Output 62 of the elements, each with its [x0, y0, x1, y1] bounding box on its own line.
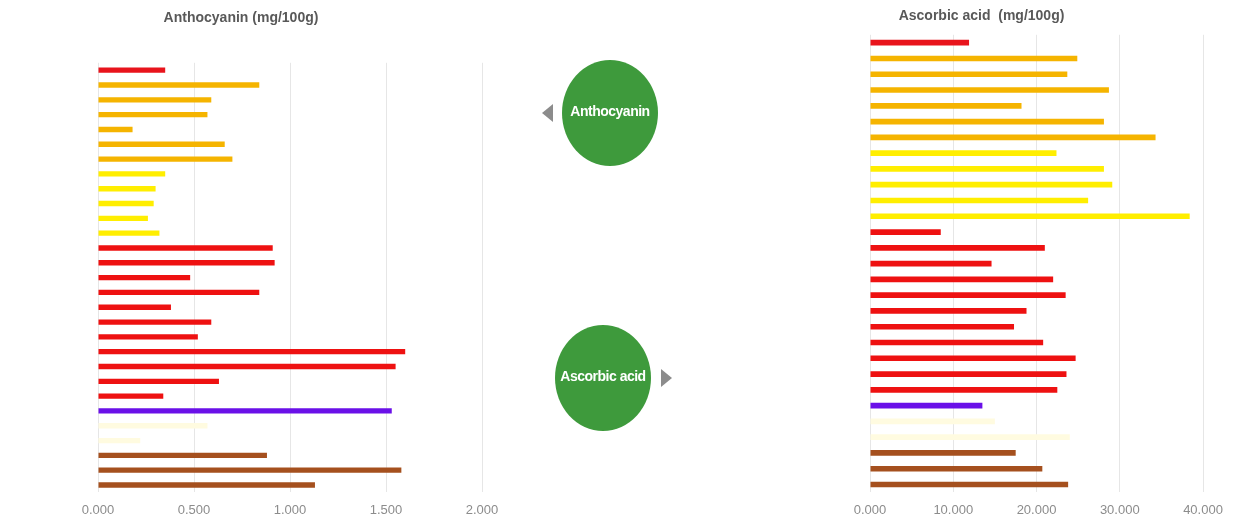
bar	[98, 334, 198, 340]
x-tick-label: 30.000	[1099, 501, 1140, 517]
x-tick-label: 0.500	[177, 501, 211, 517]
bar	[870, 87, 1109, 93]
bar	[98, 260, 275, 266]
text: Anthocyanin	[569, 103, 651, 119]
bar	[870, 181, 1113, 188]
bar	[870, 244, 1045, 251]
x-tick-label: 40.000	[1183, 501, 1223, 517]
bar	[98, 245, 273, 251]
bar	[98, 349, 406, 355]
bar	[870, 371, 1067, 377]
bar	[870, 71, 1068, 78]
bar	[98, 289, 260, 296]
bar	[870, 292, 1066, 298]
bar	[98, 437, 141, 444]
bar	[870, 229, 941, 235]
bar	[870, 150, 1057, 156]
text: Ascorbic acid	[559, 368, 647, 384]
x-tick-label: 1.500	[369, 501, 403, 517]
bar	[98, 423, 208, 429]
bar	[98, 126, 133, 133]
x-tick-label: 20.000	[1016, 501, 1057, 517]
bar	[870, 323, 1015, 330]
bar	[870, 308, 1027, 314]
bar	[870, 102, 1022, 109]
x-tick-label: 0.000	[853, 501, 887, 517]
bar	[98, 274, 191, 281]
chart-title: Anthocyanin (mg/100g)	[163, 9, 319, 26]
bar	[98, 378, 219, 384]
bar	[98, 200, 154, 207]
bar	[98, 467, 402, 473]
bar	[98, 67, 166, 73]
bar	[98, 319, 212, 325]
bar	[98, 171, 166, 177]
bar	[98, 82, 260, 88]
bar	[98, 452, 267, 459]
bar	[98, 186, 156, 192]
bar	[98, 230, 160, 236]
bar	[98, 215, 148, 222]
x-tick-label: 2.000	[465, 501, 499, 517]
x-tick-label: 1.000	[273, 501, 307, 517]
bar	[98, 97, 212, 103]
bar	[870, 450, 1016, 456]
bar	[870, 386, 1058, 393]
bar	[870, 166, 1104, 172]
bar	[98, 156, 233, 162]
bar	[98, 111, 208, 118]
x-tick-label: 10.000	[933, 501, 974, 517]
bar	[98, 393, 164, 399]
x-tick-label: 0.000	[81, 501, 115, 517]
bar	[98, 408, 392, 414]
bar	[98, 482, 315, 488]
bar	[870, 434, 1070, 441]
bar	[870, 39, 970, 46]
bar	[870, 213, 1190, 220]
bar	[98, 141, 225, 147]
bar	[870, 355, 1076, 362]
bar	[98, 363, 396, 370]
bar	[98, 304, 171, 310]
bar	[870, 465, 1043, 472]
chart-title: Ascorbic acid (mg/100g)	[898, 7, 1065, 24]
